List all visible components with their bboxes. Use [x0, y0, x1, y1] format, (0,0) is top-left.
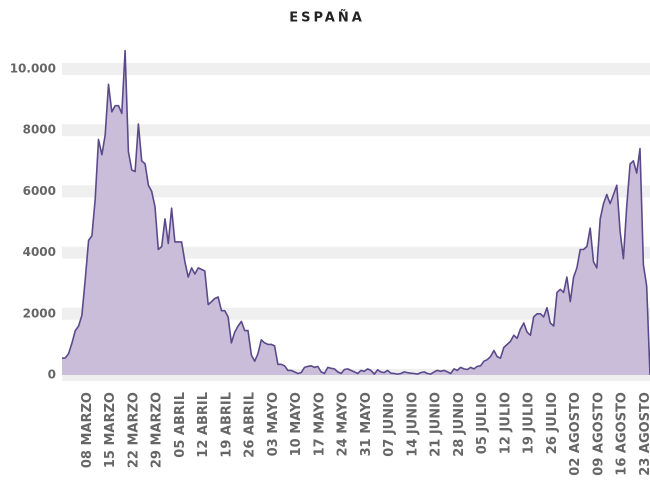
- x-tick-label: 02 AGOSTO: [568, 392, 583, 476]
- y-tick-label: 2000: [23, 306, 56, 320]
- x-tick-label: 09 AGOSTO: [591, 392, 606, 476]
- x-tick-label: 31 MAYO: [359, 392, 374, 456]
- x-tick-label: 10 MAYO: [289, 392, 304, 456]
- x-tick-label: 21 JUNIO: [429, 392, 444, 457]
- x-tick-label: 28 JUNIO: [452, 392, 467, 457]
- x-tick-label: 12 JULIO: [498, 392, 513, 454]
- x-tick-label: 24 MAYO: [336, 392, 351, 456]
- x-tick-label: 05 JULIO: [475, 392, 490, 454]
- x-tick-label: 12 ABRIL: [196, 392, 211, 458]
- x-tick-label: 05 ABRIL: [173, 392, 188, 458]
- y-tick-label: 6000: [23, 184, 56, 198]
- x-tick-label: 29 MARZO: [150, 392, 165, 468]
- x-tick-label: 17 MAYO: [312, 392, 327, 456]
- y-tick-label: 4000: [23, 245, 56, 259]
- x-tick-label: 14 JUNIO: [405, 392, 420, 457]
- x-tick-label: 26 ABRIL: [243, 392, 258, 458]
- y-tick-label: 0: [48, 368, 56, 382]
- x-tick-label: 16 AGOSTO: [615, 392, 630, 476]
- x-tick-label: 07 JUNIO: [382, 392, 397, 457]
- area: [62, 50, 650, 375]
- x-tick-label: 15 MARZO: [103, 392, 118, 468]
- x-tick-label: 03 MAYO: [266, 392, 281, 456]
- x-tick-label: 08 MARZO: [80, 392, 95, 468]
- chart-title: ESPAÑA: [289, 10, 365, 26]
- y-tick-label: 8000: [23, 123, 56, 137]
- x-tick-label: 22 MARZO: [126, 392, 141, 468]
- y-tick-label: 10.000: [10, 62, 56, 76]
- line: [61, 49, 650, 376]
- x-tick-label: 26 JULIO: [545, 392, 560, 454]
- x-tick-label: 23 AGOSTO: [638, 392, 650, 476]
- x-tick-label: 19 JULIO: [522, 392, 537, 454]
- x-tick-label: 19 ABRIL: [219, 392, 234, 458]
